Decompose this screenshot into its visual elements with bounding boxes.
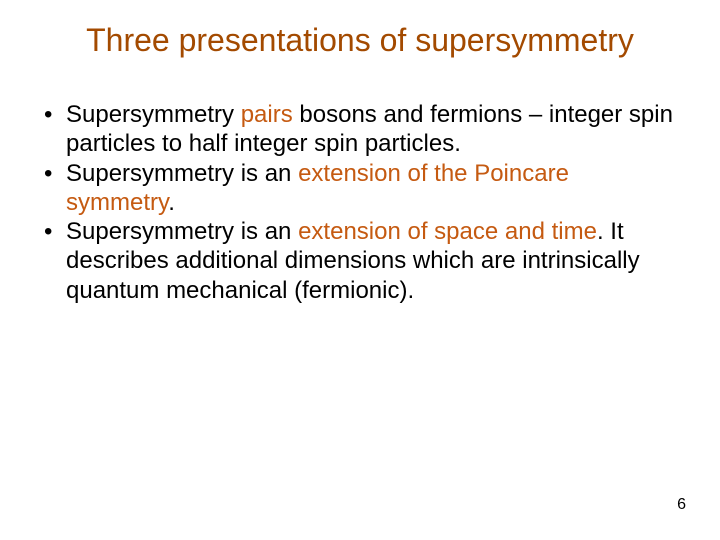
bullet-item: Supersymmetry pairs bosons and fermions … [40, 100, 680, 159]
bullet-text-post: . [168, 189, 175, 216]
bullet-accent: pairs [241, 101, 293, 128]
page-number: 6 [677, 496, 686, 514]
bullet-text-pre: Supersymmetry is an [66, 218, 298, 245]
bullet-item: Supersymmetry is an extension of space a… [40, 217, 680, 305]
bullet-text-pre: Supersymmetry [66, 101, 241, 128]
slide-title: Three presentations of supersymmetry [0, 22, 720, 59]
bullet-item: Supersymmetry is an extension of the Poi… [40, 159, 680, 218]
bullet-accent: extension of space and time [298, 218, 597, 245]
bullet-text-pre: Supersymmetry is an [66, 160, 298, 187]
slide: Three presentations of supersymmetry Sup… [0, 0, 720, 540]
bullet-list: Supersymmetry pairs bosons and fermions … [40, 100, 680, 305]
slide-body: Supersymmetry pairs bosons and fermions … [40, 100, 680, 305]
